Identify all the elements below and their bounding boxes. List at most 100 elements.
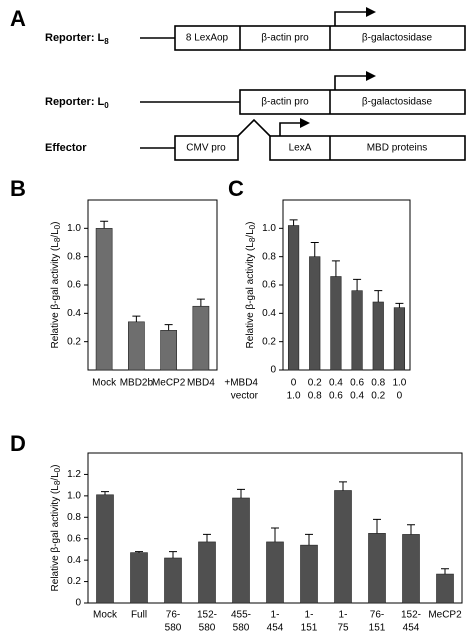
error-bar	[101, 491, 109, 495]
y-tick-label: 0.6	[67, 533, 81, 544]
x-tick-label: Mock	[92, 378, 117, 389]
y-axis-label-part: Relative β-gal activity (L	[50, 485, 61, 592]
bar	[372, 301, 384, 371]
panel-label: A	[10, 6, 26, 31]
y-tick-label: 0.2	[67, 576, 81, 587]
y-tick-label: 0.4	[67, 555, 81, 566]
y-tick-label: 1.0	[67, 223, 81, 234]
x-tick-label: 1.0	[392, 378, 406, 389]
panel-label: B	[10, 176, 26, 201]
row-label: Reporter: L0	[45, 96, 109, 110]
x-tick-label: 0	[397, 391, 403, 402]
bar	[436, 573, 454, 604]
y-tick-label: 0	[270, 365, 276, 376]
box-text: 8 LexAop	[186, 33, 229, 44]
y-tick-label: 0.2	[262, 336, 276, 347]
label-sub: 0	[104, 101, 109, 110]
row-label: vector	[231, 391, 259, 402]
bar	[287, 225, 300, 371]
y-tick-label: 0.8	[67, 251, 81, 262]
error-bar	[331, 260, 340, 277]
x-tick-label: 151	[369, 623, 386, 633]
y-tick-label: 1.2	[67, 469, 81, 480]
x-tick-label: Full	[131, 610, 147, 621]
bar	[198, 541, 216, 604]
x-tick-label: 580	[233, 623, 250, 633]
y-axis-label-part: 0	[53, 467, 62, 472]
x-tick-label: 455-	[231, 610, 251, 621]
x-tick-label: MBD2b	[120, 378, 154, 389]
box-text: MBD proteins	[367, 143, 428, 154]
x-tick-label: 151	[301, 623, 318, 633]
construct-box	[174, 135, 239, 161]
error-bar	[271, 527, 279, 542]
error-bar	[135, 551, 143, 553]
error-bar	[441, 568, 449, 575]
error-bar	[289, 219, 298, 226]
plot-frame	[282, 199, 411, 371]
bar	[330, 276, 342, 371]
error-bar	[353, 278, 362, 291]
y-axis-label: Relative β-gal activity (L8/L0)	[50, 465, 62, 592]
row-label: Reporter: L8	[45, 32, 109, 46]
bar	[402, 534, 420, 604]
error-bar	[203, 533, 211, 542]
error-bar	[373, 518, 381, 534]
label-sub: 8	[104, 37, 109, 46]
x-tick-label: 0.4	[350, 391, 364, 402]
y-axis-label-part: )	[50, 222, 61, 225]
panel-label: C	[228, 176, 244, 201]
y-axis-label-part: /L	[245, 229, 256, 238]
x-tick-label: 1-	[271, 610, 280, 621]
panel-label: D	[10, 431, 26, 456]
tss-arrow	[279, 122, 302, 136]
error-bar	[169, 551, 177, 558]
bar	[164, 557, 182, 604]
bar	[128, 321, 145, 371]
x-tick-label: 580	[165, 623, 182, 633]
x-tick-label: 454	[267, 623, 284, 633]
error-bar	[339, 481, 347, 491]
error-bar	[407, 524, 415, 535]
box-text: β-actin pro	[261, 97, 309, 108]
error-bar	[132, 315, 141, 322]
y-tick-label: 0.6	[67, 280, 81, 291]
row-label: Effector	[45, 142, 87, 154]
error-bar	[374, 290, 383, 302]
x-tick-label: 152-	[197, 610, 217, 621]
y-axis-label-part: 0	[248, 224, 257, 229]
x-tick-label: 0.2	[308, 378, 322, 389]
y-tick-label: 0.8	[262, 251, 276, 262]
x-tick-label: 0.4	[329, 378, 343, 389]
bar	[266, 541, 284, 604]
bar	[96, 494, 114, 604]
bar	[160, 330, 177, 371]
construct-box	[239, 89, 466, 115]
arrow-head	[366, 71, 376, 81]
x-tick-label: 1-	[339, 610, 348, 621]
construct-box	[269, 135, 466, 161]
bar	[192, 305, 210, 371]
x-tick-label: 1.0	[287, 391, 301, 402]
box-text: β-galactosidase	[362, 33, 433, 44]
y-axis-label-part: 8	[248, 237, 257, 242]
y-axis-label-part: )	[245, 222, 256, 225]
bar	[232, 497, 250, 604]
bar	[309, 256, 321, 371]
y-tick-label: 0.8	[67, 512, 81, 523]
construct-box	[174, 25, 466, 51]
x-tick-label: 76-	[166, 610, 180, 621]
error-bar	[305, 533, 313, 546]
x-tick-label: 0.8	[308, 391, 322, 402]
splice-hinge	[237, 118, 271, 137]
y-axis-label-part: /L	[50, 229, 61, 238]
error-bar	[237, 488, 245, 498]
x-tick-label: 0.2	[371, 391, 385, 402]
bar	[368, 533, 386, 604]
x-tick-label: 0.6	[350, 378, 364, 389]
box-text: β-actin pro	[261, 33, 309, 44]
x-tick-label: Mock	[93, 610, 118, 621]
y-tick-label: 0.2	[67, 336, 81, 347]
x-tick-label: 0.6	[329, 391, 343, 402]
